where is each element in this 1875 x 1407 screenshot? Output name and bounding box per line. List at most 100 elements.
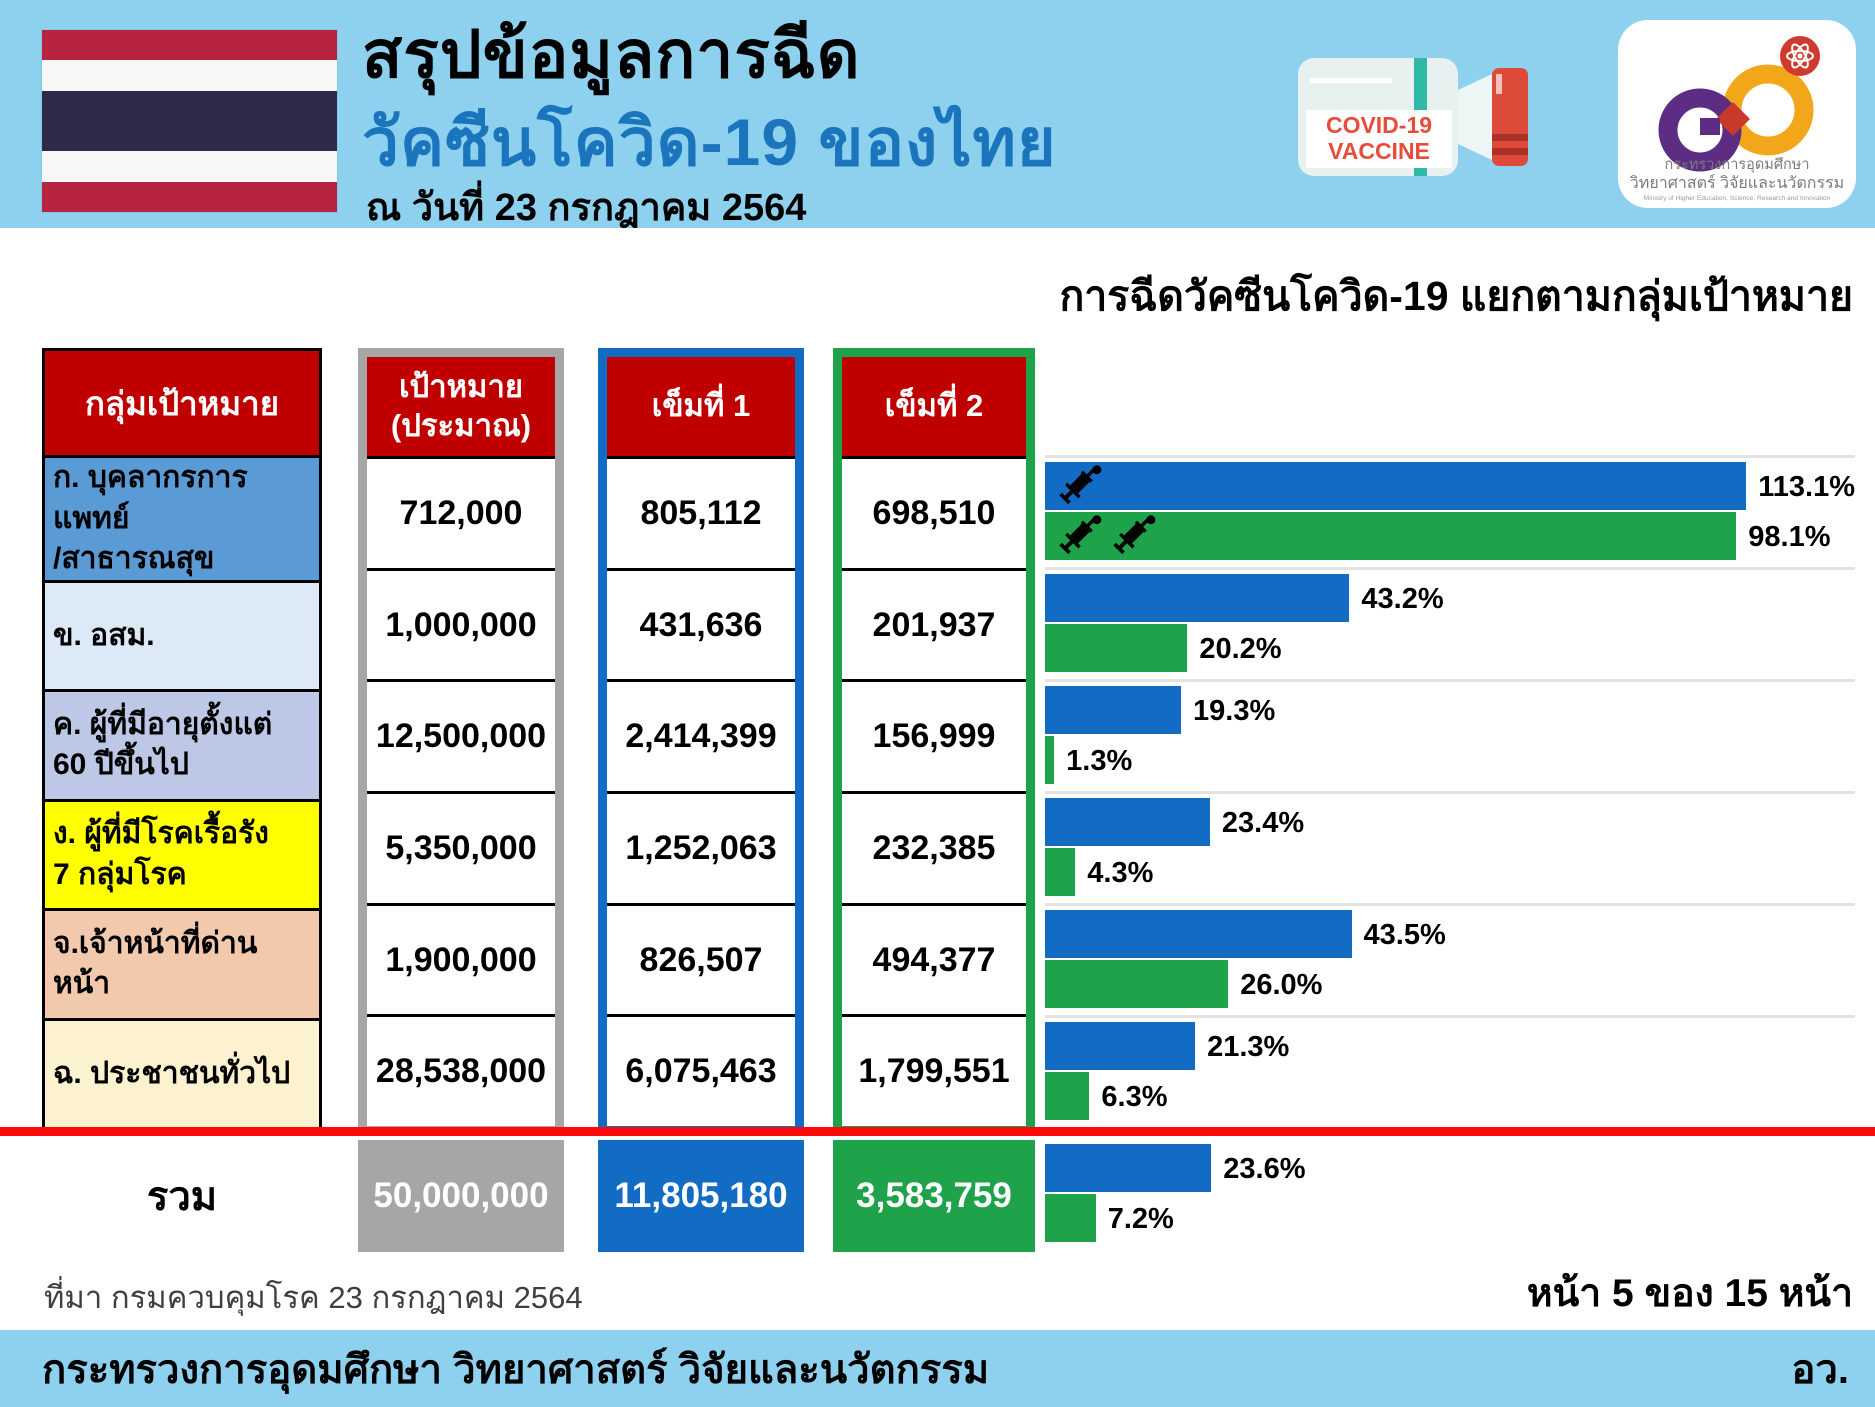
group-column: กลุ่มเป้าหมาย ก. บุคลากรการแพทย์ /สาธารณ… [42, 348, 322, 1130]
flag-stripe-red [42, 181, 337, 212]
chart-row-total: 23.6% 7.2% [1045, 1140, 1855, 1252]
total-dose1-value: 11,805,180 [598, 1140, 804, 1252]
flag-stripe-navy [42, 90, 337, 152]
dose2-cell: 1,799,551 [842, 1017, 1026, 1127]
dose1-bar [1045, 1022, 1196, 1070]
vaccination-bar-chart: 113.1% 98.1% 43.2% 20.2% [1045, 455, 1855, 1130]
mhesi-logo-text: กระทรวงการอุดมศึกษา วิทยาศาสตร์ วิจัยและ… [1618, 156, 1856, 203]
group-label: ก. บุคลากรการแพทย์ [53, 461, 248, 535]
dose2-cell: 232,385 [842, 794, 1026, 906]
dose1-bar-label: 43.2% [1361, 582, 1444, 615]
dose1-bar [1045, 1144, 1212, 1192]
dose1-cell: 826,507 [607, 905, 795, 1018]
target-header-cell: เป้าหมาย (ประมาณ) [367, 357, 555, 459]
covid-vaccine-bottle-icon: COVID-19 VACCINE [1296, 46, 1552, 190]
dose2-bar [1045, 960, 1229, 1008]
flag-stripe-red [42, 30, 337, 61]
group-cell: ง. ผู้ที่มีโรคเรื้อรัง 7 กลุ่มโรค [45, 801, 319, 911]
chart-row: 113.1% 98.1% [1045, 455, 1855, 570]
chart-row: 23.4% 4.3% [1045, 794, 1855, 906]
vaccine-bottle-graphic [1298, 58, 1528, 176]
syringe-icon [1059, 515, 1102, 555]
dose1-bar-label: 19.3% [1193, 694, 1276, 727]
group-cell: ฉ. ประชาชนทั่วไป [45, 1020, 319, 1127]
dose1-cell: 2,414,399 [607, 682, 795, 795]
chart-row: 43.2% 20.2% [1045, 570, 1855, 682]
dose2-bar [1045, 1072, 1090, 1120]
mhesi-logo-mark [1658, 36, 1820, 172]
target-cell: 1,000,000 [367, 570, 555, 683]
atom-icon [1780, 36, 1820, 76]
dose2-bar-label: 26.0% [1240, 968, 1323, 1001]
dose2-bar [1045, 512, 1737, 560]
dose2-bar-label: 6.3% [1101, 1080, 1168, 1113]
dose2-bar-label: 4.3% [1087, 856, 1154, 889]
thailand-flag-icon [42, 30, 337, 212]
dose2-bar [1045, 848, 1076, 896]
footer-band: กระทรวงการอุดมศึกษา วิทยาศาสตร์ วิจัยและ… [0, 1330, 1875, 1407]
target-column: เป้าหมาย (ประมาณ) 712,000 1,000,000 12,5… [358, 348, 564, 1135]
dose2-cell: 201,937 [842, 570, 1026, 683]
dose1-column: เข็มที่ 1 805,112 431,636 2,414,399 1,25… [598, 348, 804, 1135]
dose1-bar [1045, 798, 1210, 846]
target-cell: 28,538,000 [367, 1017, 555, 1127]
footer-ministry-name: กระทรวงการอุดมศึกษา วิทยาศาสตร์ วิจัยและ… [42, 1347, 990, 1392]
dose1-bar [1045, 910, 1352, 958]
group-label: 60 ปีขึ้นไป [53, 748, 189, 782]
dose2-header-cell: เข็มที่ 2 [842, 357, 1026, 459]
dose2-bar [1045, 736, 1055, 784]
main-title-line2: วัคซีนโควิด-19 ของไทย [362, 105, 1057, 179]
group-label: ข. อสม. [53, 618, 155, 652]
chart-row: 21.3% 6.3% [1045, 1018, 1855, 1130]
group-label: ฉ. ประชาชนทั่วไป [53, 1056, 291, 1090]
dose1-bar [1045, 462, 1747, 510]
dose2-bar-label: 1.3% [1066, 744, 1133, 777]
mhesi-logo: กระทรวงการอุดมศึกษา วิทยาศาสตร์ วิจัยและ… [1618, 20, 1856, 208]
header-band: สรุปข้อมูลการฉีด วัคซีนโควิด-19 ของไทย ณ… [0, 0, 1875, 229]
dose1-cell: 431,636 [607, 570, 795, 683]
group-label: ง. ผู้ที่มีโรคเรื้อรัง [53, 817, 269, 851]
dose2-cell: 494,377 [842, 905, 1026, 1018]
dose2-bar-label: 7.2% [1107, 1202, 1174, 1235]
mhesi-thai-line1: กระทรวงการอุดมศึกษา [1664, 157, 1810, 173]
group-header-cell: กลุ่มเป้าหมาย [45, 351, 319, 458]
dose1-cell: 805,112 [607, 459, 795, 571]
dose2-cell: 698,510 [842, 459, 1026, 571]
dose1-bar-label: 113.1% [1758, 470, 1855, 503]
flag-stripe-white [42, 151, 337, 182]
dose1-cell: 1,252,063 [607, 794, 795, 906]
dose2-cell: 156,999 [842, 682, 1026, 795]
source-note: ที่มา กรมควบคุมโรค 23 กรกฎาคม 2564 [44, 1280, 583, 1315]
group-cell: ค. ผู้ที่มีอายุตั้งแต่ 60 ปีขึ้นไป [45, 692, 319, 802]
dose2-column: เข็มที่ 2 698,510 201,937 156,999 232,38… [833, 348, 1035, 1135]
dose2-bar-label: 20.2% [1199, 632, 1282, 665]
group-label: ค. ผู้ที่มีอายุตั้งแต่ [53, 707, 273, 741]
total-row-label: รวม [146, 1175, 218, 1219]
main-title-line1: สรุปข้อมูลการฉีด [362, 17, 861, 91]
target-cell: 712,000 [367, 459, 555, 571]
target-cell: 5,350,000 [367, 794, 555, 906]
total-dose2-value: 3,583,759 [833, 1140, 1035, 1252]
dose1-bar [1045, 686, 1181, 734]
dose2-bar [1045, 1194, 1096, 1242]
dose2-bar-label: 98.1% [1748, 520, 1831, 553]
dose1-cell: 6,075,463 [607, 1017, 795, 1127]
footer-ministry-abbrev: อว. [1791, 1347, 1849, 1392]
flag-stripe-white [42, 60, 337, 91]
page-indicator: หน้า 5 ของ 15 หน้า [1526, 1272, 1853, 1315]
group-label: 7 กลุ่มโรค [53, 857, 187, 891]
total-target-value: 50,000,000 [358, 1140, 564, 1252]
target-cell: 12,500,000 [367, 682, 555, 795]
bottle-label-line2: VACCINE [1328, 138, 1430, 164]
group-cell: จ.เจ้าหน้าที่ด่านหน้า [45, 911, 319, 1021]
syringe-icon [1113, 515, 1156, 555]
chart-title: การฉีดวัคซีนโควิด-19 แยกตามกลุ่มเป้าหมาย [1059, 273, 1853, 319]
dose1-header-cell: เข็มที่ 1 [607, 357, 795, 459]
dose1-bar [1045, 574, 1350, 622]
group-label: จ.เจ้าหน้าที่ด่านหน้า [53, 926, 258, 1001]
dose1-bar-label: 43.5% [1363, 918, 1446, 951]
total-divider-line [0, 1127, 1875, 1136]
dose1-bar-label: 23.6% [1223, 1152, 1306, 1185]
target-header-line2: (ประมาณ) [390, 407, 532, 443]
